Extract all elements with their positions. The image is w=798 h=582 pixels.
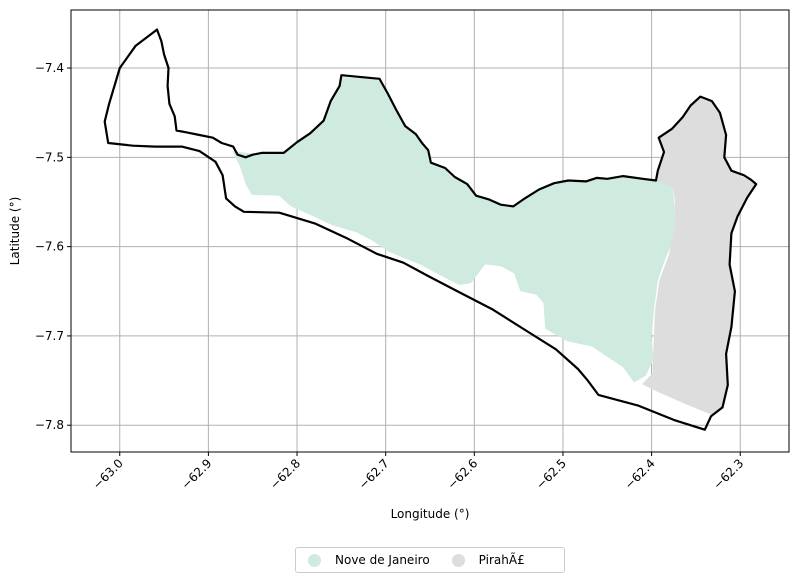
boundary-outline-path bbox=[103, 28, 758, 431]
legend-item-piraha: PirahÃ£ bbox=[451, 553, 525, 567]
x-axis-label: Longitude (°) bbox=[391, 507, 470, 521]
legend-swatch-piraha bbox=[451, 553, 465, 567]
y-tick-label: −7.4 bbox=[35, 61, 64, 75]
y-axis-label: Latitude (°) bbox=[8, 197, 22, 266]
region-nove-de-janeiro bbox=[232, 77, 675, 383]
y-tick-label: −7.6 bbox=[35, 240, 64, 254]
y-tick-label: −7.5 bbox=[35, 150, 64, 164]
legend: Nove de Janeiro PirahÃ£ bbox=[295, 547, 565, 573]
map-regions bbox=[232, 77, 757, 415]
legend-swatch-nove-de-janeiro bbox=[308, 553, 321, 567]
plot-frame bbox=[70, 9, 790, 453]
legend-label-nove-de-janeiro: Nove de Janeiro bbox=[335, 553, 430, 567]
legend-item-nove-de-janeiro: Nove de Janeiro bbox=[308, 553, 430, 567]
legend-label-piraha: PirahÃ£ bbox=[478, 553, 525, 567]
boundary-outline bbox=[103, 28, 758, 431]
y-tick-label: −7.8 bbox=[35, 418, 64, 432]
y-tick-label: −7.7 bbox=[35, 329, 64, 343]
region-pirah bbox=[641, 96, 757, 415]
